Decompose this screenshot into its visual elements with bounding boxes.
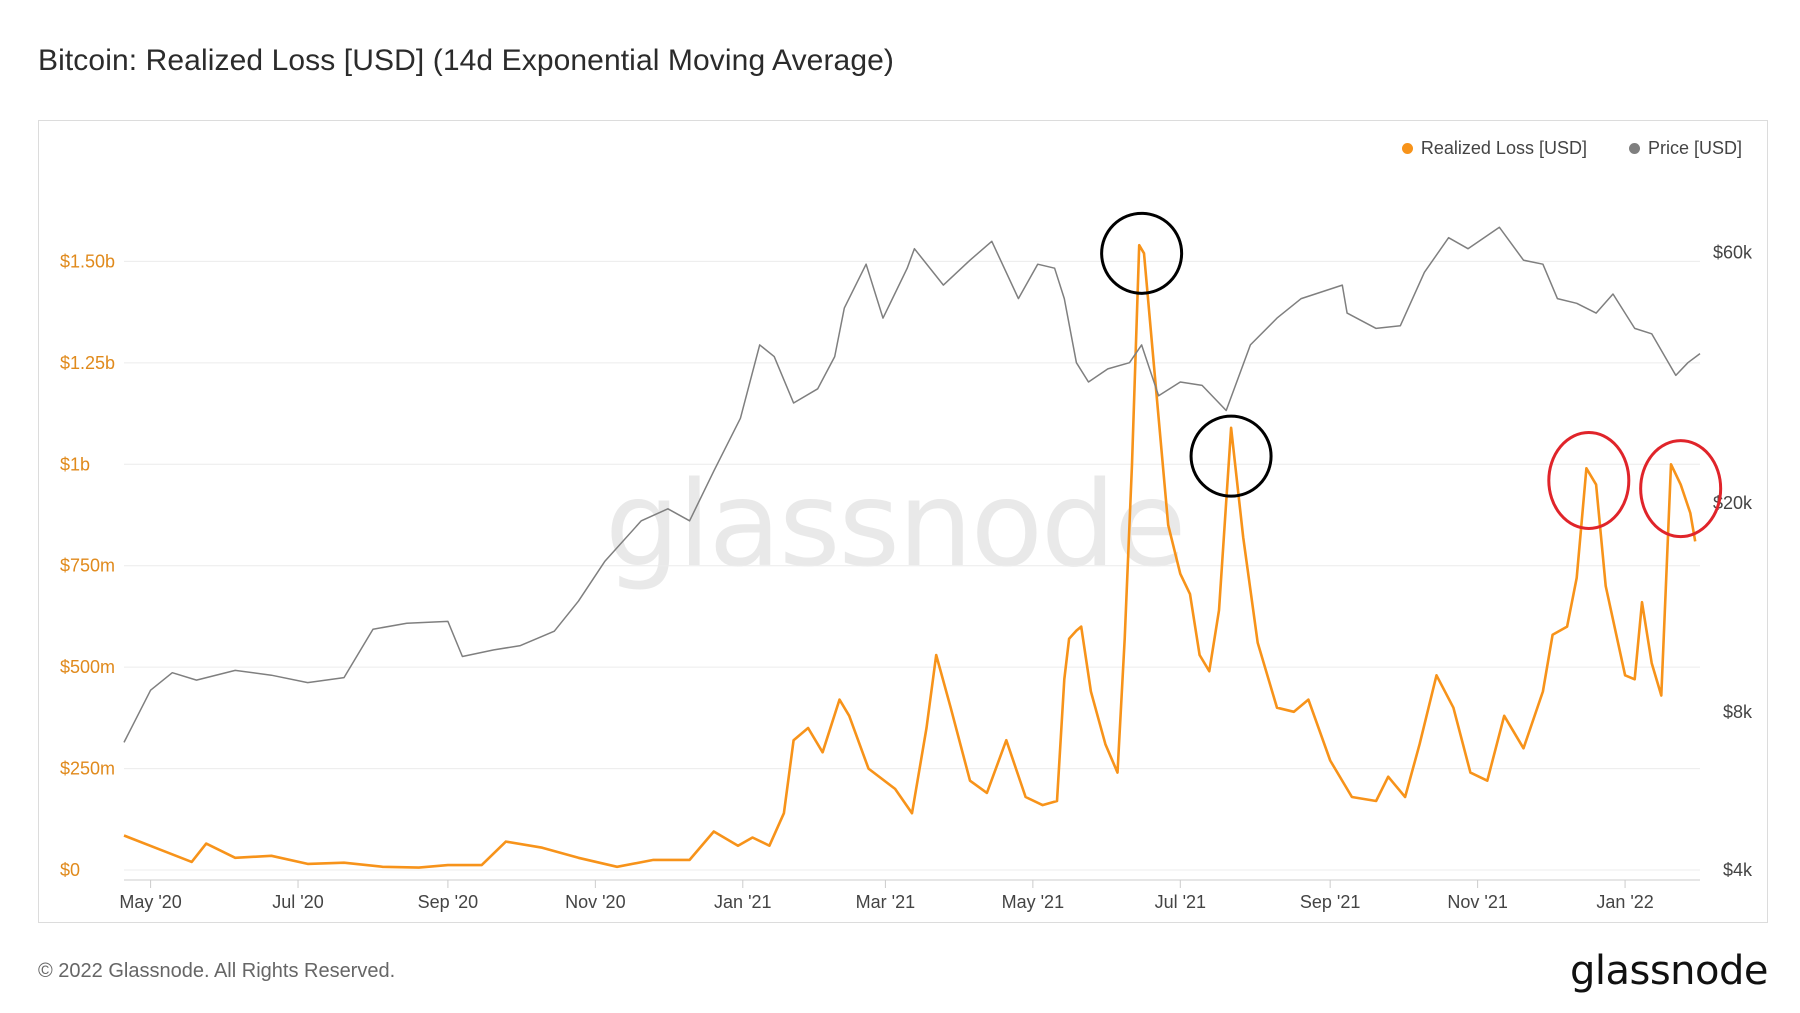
- chart-legend[interactable]: Realized Loss [USD] Price [USD]: [1401, 138, 1742, 159]
- y-left-tick-label: $1.50b: [60, 251, 115, 271]
- x-tick-label: Nov '20: [565, 892, 625, 912]
- x-tick-label: Sep '20: [418, 892, 479, 912]
- x-tick-label: Mar '21: [856, 892, 915, 912]
- legend-item-realized-loss[interactable]: Realized Loss [USD]: [1401, 138, 1587, 159]
- y-right-tick-label: $20k: [1713, 493, 1753, 513]
- y-left-tick-label: $1.25b: [60, 353, 115, 373]
- annotation-circle: [1639, 439, 1723, 539]
- orange-dot-icon: [1401, 143, 1413, 154]
- glassnode-logo[interactable]: glassnode: [1569, 948, 1769, 994]
- y-right-tick-label: $8k: [1723, 702, 1753, 722]
- y-left-tick-label: $1b: [60, 454, 90, 474]
- copyright-footer: © 2022 Glassnode. All Rights Reserved.: [38, 960, 396, 982]
- x-tick-label: Nov '21: [1447, 892, 1507, 912]
- x-tick-label: Jan '21: [714, 892, 771, 912]
- annotation-circle: [1547, 431, 1631, 531]
- x-tick-label: May '20: [119, 892, 181, 912]
- realized-loss-line: [123, 243, 1697, 869]
- x-tick-label: Jul '21: [1155, 892, 1206, 912]
- glassnode-watermark: glassnode: [605, 455, 1186, 593]
- y-left-tick-label: $750m: [60, 556, 115, 576]
- y-right-tick-label: $4k: [1723, 860, 1753, 880]
- y-left-tick-label: $250m: [60, 759, 115, 779]
- legend-item-price[interactable]: Price [USD]: [1628, 138, 1742, 159]
- x-tick-label: May '21: [1002, 892, 1064, 912]
- price-line: [123, 226, 1701, 743]
- y-left-tick-label: $500m: [60, 657, 115, 677]
- annotation-circle: [1189, 414, 1273, 498]
- x-tick-label: Jan '22: [1596, 892, 1653, 912]
- y-left-tick-label: $0: [60, 860, 80, 880]
- gray-dot-icon: [1628, 143, 1640, 154]
- chart-title: Bitcoin: Realized Loss [USD] (14d Expone…: [38, 44, 895, 77]
- chart-frame: [38, 120, 1768, 923]
- annotation-circle: [1100, 211, 1184, 295]
- chart-plot[interactable]: $0 $250m $500m $750m $1b $1.25b $1.50b $4k $8k $2…: [0, 0, 1800, 940]
- x-tick-label: Jul '20: [272, 892, 323, 912]
- legend-label-price: Price [USD]: [1647, 138, 1742, 158]
- x-tick-label: Sep '21: [1300, 892, 1361, 912]
- y-right-tick-label: $60k: [1713, 242, 1753, 262]
- legend-label-realized-loss: Realized Loss [USD]: [1420, 138, 1587, 158]
